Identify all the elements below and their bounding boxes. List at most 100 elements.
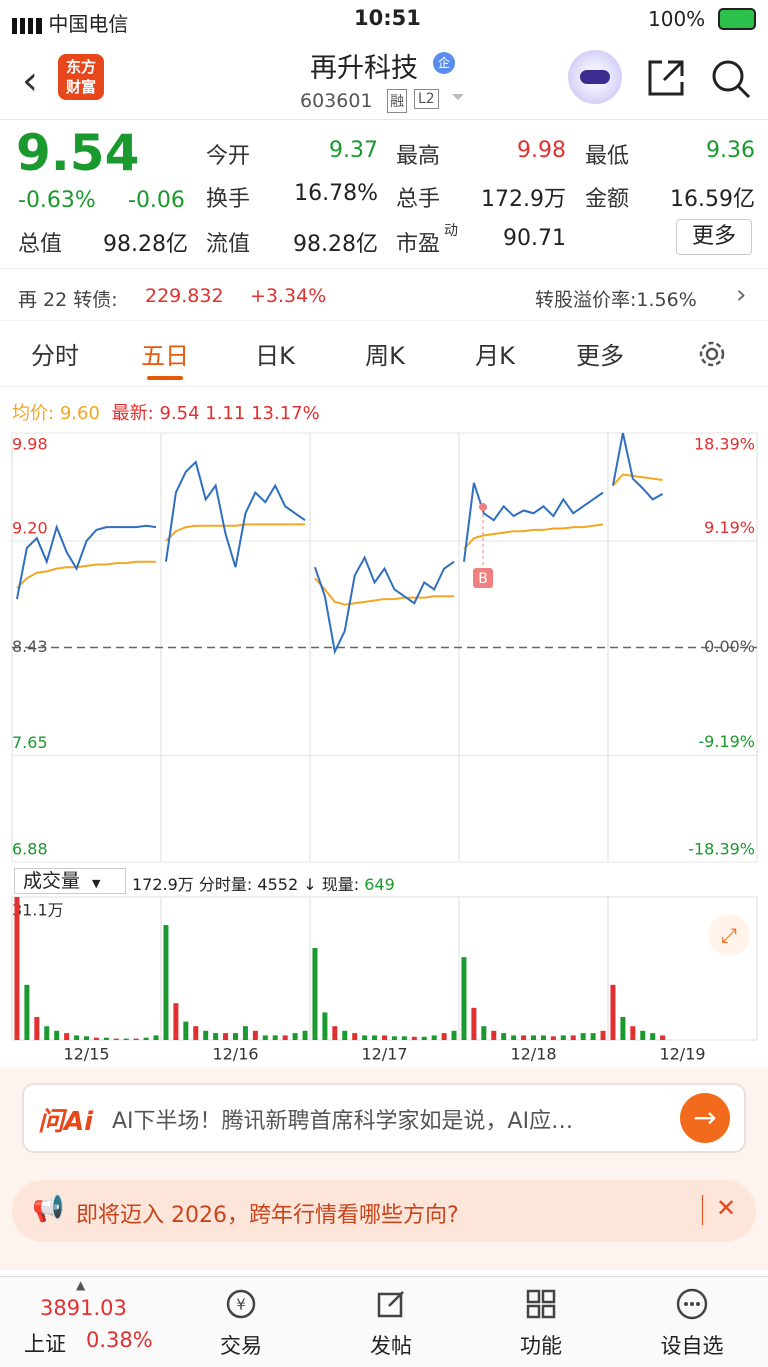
stat-label: 市盈 [396,232,441,257]
tab[interactable]: 更多 [576,342,624,370]
volume-bar [590,1033,596,1040]
volume-bar [103,1037,109,1040]
icon [377,1291,404,1318]
volume-bar [64,1033,70,1040]
volume-bar [471,1007,477,1040]
buy-marker [473,568,493,588]
volume-bar [610,984,616,1040]
stat-label: 流值 [206,232,251,257]
index-value[interactable]: 3891.03 [40,1296,127,1320]
period-label: 分时量: [198,875,253,894]
date-label: 12/19 [659,1045,705,1064]
volume-bar [352,1033,358,1040]
nav-label[interactable]: 功能 [520,1334,562,1358]
volume-bar [312,948,318,1040]
volume-bar [322,1012,328,1040]
back-button[interactable]: ‹ [22,58,38,104]
nav-icon[interactable] [676,1288,708,1320]
chevron[interactable]: › [736,280,747,310]
current-volume: 649 [364,875,395,894]
volume-bar [372,1035,378,1040]
nav-icon[interactable]: ¥ [225,1288,257,1320]
tab[interactable]: 日K [255,342,295,370]
search-icon[interactable] [710,58,752,100]
nav-label[interactable]: 发帖 [370,1334,412,1358]
ai-bar[interactable]: 问Ai AI下半场！腾讯新聘首席科学家如是说，AI应… → [22,1083,746,1153]
clock: 10:51 [354,6,421,30]
nav-icon[interactable] [525,1288,557,1320]
stock-name: 再升科技 [310,53,418,84]
tab[interactable]: 月K [475,342,515,370]
nav-label[interactable]: 设自选 [660,1334,724,1358]
period-arrow: ↓ [303,875,317,894]
bond-change: +3.34% [250,285,327,307]
ai-avatar[interactable] [568,50,622,104]
volume-bar [54,1030,60,1040]
volume-bar [332,1026,338,1040]
tab[interactable]: 周K [365,342,405,370]
bond-premium: 转股溢价率:1.56% [535,289,697,311]
stat-value: 9.98 [517,138,566,163]
volume-tick-label: 31.1万 [12,901,64,920]
volume-bar [550,1036,556,1040]
volume-bar [292,1033,298,1040]
bond-price: 229.832 [145,285,224,307]
avg-line [463,523,604,550]
battery-text: 100% [648,7,706,31]
date-label: 12/17 [361,1045,407,1064]
chart-info: 均价: 9.60 最新: 9.54 1.11 13.17% [12,399,320,425]
share-icon[interactable] [646,58,686,98]
tab-underline [147,376,183,380]
buy-marker-text: B [478,571,488,587]
stat-label: 总手 [396,187,441,212]
price-line [15,524,157,600]
banner-close[interactable]: ✕ [716,1194,737,1222]
nav-label[interactable]: 交易 [220,1334,262,1358]
volume-bar [560,1035,566,1040]
expand-button[interactable]: ⤢ [708,914,750,956]
stat-label: 金额 [585,187,630,212]
icon [676,1288,708,1320]
ai-text: AI下半场！腾讯新聘首席科学家如是说，AI应… [112,1109,574,1134]
volume-bar [342,1030,348,1040]
y2-tick-label: -9.19% [698,732,755,751]
y-tick-label: 9.98 [12,435,48,454]
volume-bar [501,1033,507,1040]
volume-bar [173,1003,179,1040]
tab[interactable]: 分时 [31,342,79,370]
app-logo: 东方 财富 [58,54,104,100]
y-tick-label: 7.65 [12,733,48,752]
volume-bar [362,1035,368,1040]
bond-label: 再 22 转债: [18,289,118,311]
svg-text:¥: ¥ [236,1296,246,1314]
nav-icon[interactable] [375,1288,407,1320]
volume-bar [143,1037,149,1040]
stat-value: 98.28亿 [293,232,378,257]
carrier: 中国电信 [48,12,129,36]
ai-go[interactable]: → [680,1093,730,1143]
volume-bar [391,1036,397,1040]
change: -0.06 [128,188,185,213]
volume-selector[interactable]: 成交量 ▼ [14,868,126,894]
latest-change: 1.11 [205,403,246,424]
settings-icon[interactable] [696,338,728,370]
volume-info: 172.9万 分时量: 4552 ↓ 现量: 649 [132,871,395,895]
y-tick-label: 9.20 [12,518,48,537]
avg-value: 9.60 [59,403,100,424]
volume-label: 成交量 [23,870,81,892]
stat-value: 16.78% [294,181,378,206]
tab[interactable]: 五日 [141,342,189,370]
banner[interactable]: 📢 即将迈入 2026，跨年行情看哪些方向? ✕ [12,1180,756,1242]
enterprise-badge: 企 [433,52,455,74]
volume-bar [44,1026,50,1040]
dropdown-arrow[interactable] [452,94,464,106]
banner-text: 即将迈入 2026，跨年行情看哪些方向? [76,1203,459,1228]
volume-bar [540,1035,546,1040]
volume-bar [421,1036,427,1040]
bottom-nav [0,1276,768,1367]
more-button[interactable]: 更多 [676,219,752,255]
volume-bar [600,1030,606,1040]
price-line [611,432,664,501]
y-tick-label: 6.88 [12,840,48,859]
